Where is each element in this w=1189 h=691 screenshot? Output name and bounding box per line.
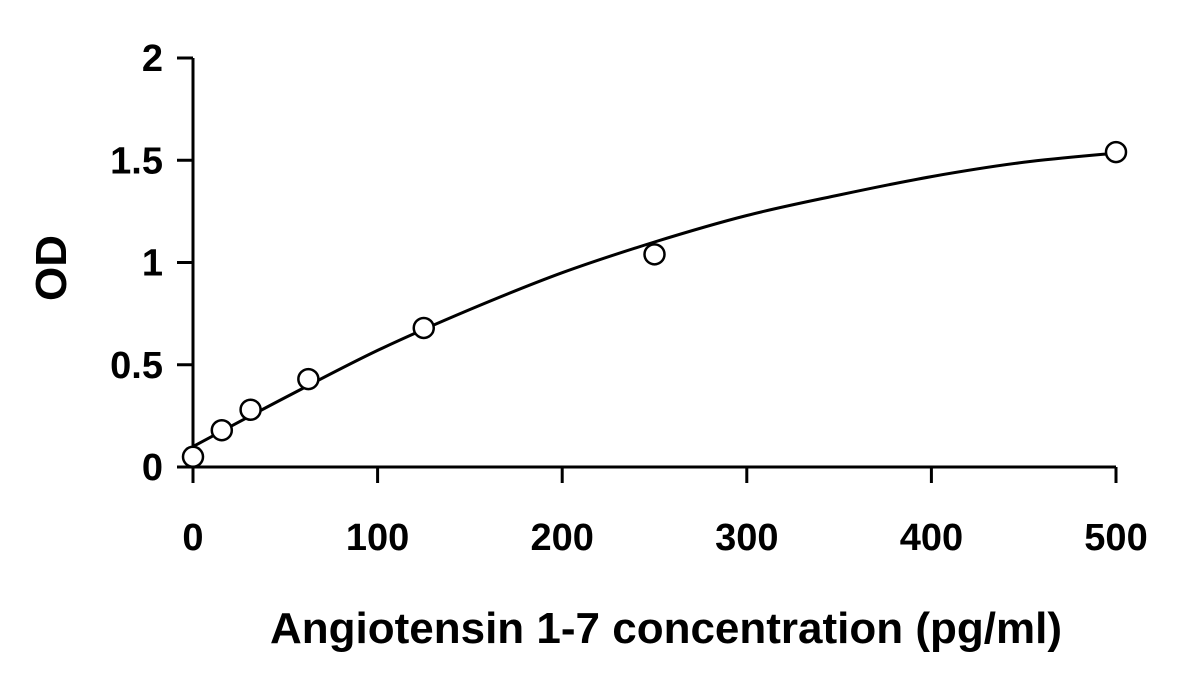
x-tick-label: 100 (346, 517, 409, 559)
data-point (210, 418, 234, 442)
x-tick-label: 200 (530, 517, 593, 559)
x-tick-label: 300 (715, 517, 778, 559)
data-point (412, 316, 435, 340)
x-tick-label: 500 (1084, 517, 1147, 559)
y-axis-title: OD (27, 235, 76, 301)
y-ticks: 0 0.5 1 1.5 2 (110, 38, 193, 489)
data-point (643, 243, 666, 266)
y-tick-label: 1 (142, 243, 163, 285)
data-points (181, 140, 1128, 469)
data-point (181, 445, 205, 469)
x-ticks: 0 100 200 300 400 500 (182, 467, 1148, 559)
data-point (297, 367, 320, 391)
y-tick-label: 0 (142, 447, 163, 489)
x-axis-title: Angiotensin 1-7 concentration (pg/ml) (270, 604, 1062, 653)
x-tick-label: 0 (182, 517, 203, 559)
y-tick-label: 1.5 (110, 140, 163, 182)
y-tick-label: 2 (142, 38, 163, 80)
data-point (239, 398, 262, 421)
fit-curve-line (192, 151, 1117, 448)
data-point (1104, 140, 1128, 164)
y-tick-label: 0.5 (110, 345, 163, 387)
x-tick-label: 400 (900, 517, 963, 559)
